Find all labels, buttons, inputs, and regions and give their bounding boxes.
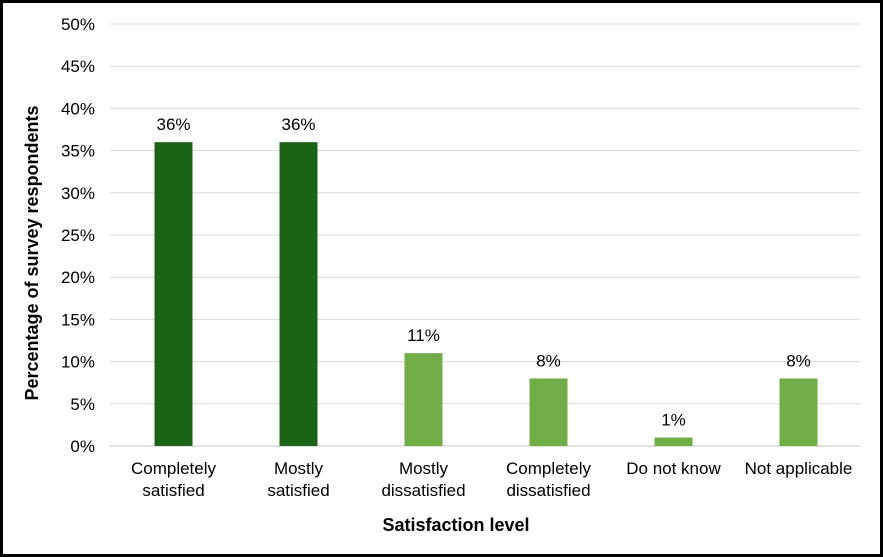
y-tick-label: 0% bbox=[70, 437, 95, 456]
gridlines bbox=[110, 23, 860, 447]
y-tick-label: 40% bbox=[61, 99, 95, 118]
y-tick-label: 10% bbox=[61, 353, 95, 372]
data-label: 36% bbox=[281, 115, 315, 134]
x-category-label: Completely satisfied bbox=[131, 459, 217, 500]
y-tick-label: 15% bbox=[61, 310, 95, 329]
x-axis-categories: Completely satisfied Mostly satisfied Mostly… bbox=[131, 459, 852, 500]
data-label: 8% bbox=[786, 351, 811, 370]
x-category-label: Completely dissatisfied bbox=[506, 459, 592, 500]
bar bbox=[154, 142, 193, 446]
y-tick-label: 25% bbox=[61, 226, 95, 245]
y-tick-label: 30% bbox=[61, 184, 95, 203]
bar bbox=[654, 437, 693, 446]
bar bbox=[529, 378, 568, 446]
bars bbox=[154, 142, 818, 446]
y-axis-ticks: 0% 5% 10% 15% 20% 25% 30% 35% 40% 45% 50% bbox=[61, 15, 95, 456]
data-label: 11% bbox=[407, 326, 440, 345]
y-tick-label: 50% bbox=[61, 15, 95, 34]
data-label: 1% bbox=[661, 411, 686, 430]
bar bbox=[404, 353, 443, 446]
bar bbox=[279, 142, 318, 446]
y-tick-label: 5% bbox=[70, 395, 95, 414]
data-labels: 36% 36% 11% 8% 1% 8% bbox=[156, 115, 810, 429]
y-tick-label: 35% bbox=[61, 142, 95, 161]
y-tick-label: 45% bbox=[61, 57, 95, 76]
x-category-label: Mostly satisfied bbox=[267, 459, 329, 500]
x-category-label: Do not know bbox=[626, 459, 721, 478]
y-axis-title: Percentage of survey respondents bbox=[22, 105, 42, 400]
bar bbox=[779, 378, 818, 446]
data-label: 36% bbox=[156, 115, 190, 134]
x-category-label: Mostly dissatisfied bbox=[381, 459, 465, 500]
x-category-label: Not applicable bbox=[745, 459, 853, 478]
x-axis-title: Satisfaction level bbox=[382, 515, 529, 535]
y-tick-label: 20% bbox=[61, 268, 95, 287]
data-label: 8% bbox=[536, 351, 561, 370]
